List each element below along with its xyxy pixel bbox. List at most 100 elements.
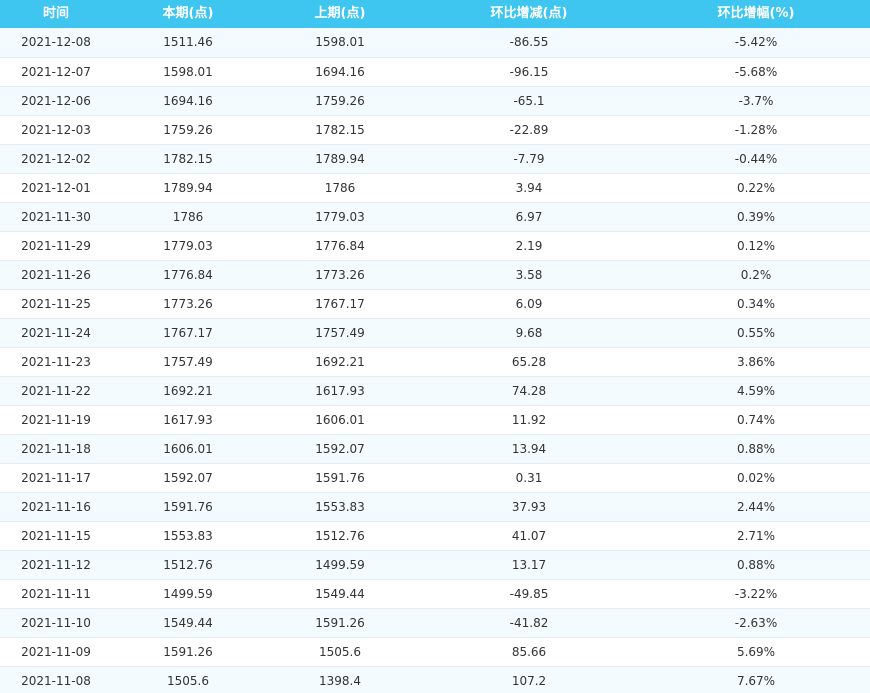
table-row: 2021-11-29 1779.03 1776.84 2.19 0.12% xyxy=(0,231,870,261)
cell-change-percent: -5.68% xyxy=(642,57,870,87)
cell-previous-period: 1591.26 xyxy=(264,608,416,638)
table-row: 2021-12-01 1789.94 1786 3.94 0.22% xyxy=(0,173,870,203)
cell-date: 2021-11-08 xyxy=(0,666,112,693)
cell-change-points: -49.85 xyxy=(416,579,642,609)
table-row: 2021-12-02 1782.15 1789.94 -7.79 -0.44% xyxy=(0,144,870,174)
cell-date: 2021-11-16 xyxy=(0,492,112,522)
header-date: 时间 xyxy=(42,6,69,21)
cell-change-percent: 0.39% xyxy=(642,202,870,232)
table-row: 2021-12-08 1511.46 1598.01 -86.55 -5.42% xyxy=(0,28,870,58)
header-row: 时间 本期(点) 上期(点) 环比增减(点) 环比增幅(%) xyxy=(0,0,870,28)
table-row: 2021-12-07 1598.01 1694.16 -96.15 -5.68% xyxy=(0,57,870,87)
cell-change-points: 41.07 xyxy=(416,521,642,551)
cell-previous-period: 1776.84 xyxy=(264,231,416,261)
cell-current-period: 1757.49 xyxy=(112,347,264,377)
table-row: 2021-11-23 1757.49 1692.21 65.28 3.86% xyxy=(0,347,870,377)
cell-change-percent: 0.22% xyxy=(642,173,870,203)
cell-change-percent: -3.7% xyxy=(642,86,870,116)
cell-previous-period: 1773.26 xyxy=(264,260,416,290)
cell-previous-period: 1598.01 xyxy=(264,28,416,58)
cell-date: 2021-12-08 xyxy=(0,28,112,58)
cell-change-percent: 0.12% xyxy=(642,231,870,261)
cell-change-percent: 0.02% xyxy=(642,463,870,493)
cell-date: 2021-11-11 xyxy=(0,579,112,609)
cell-date: 2021-12-03 xyxy=(0,115,112,145)
cell-change-points: 107.2 xyxy=(416,666,642,693)
cell-current-period: 1499.59 xyxy=(112,579,264,609)
table-row: 2021-11-30 1786 1779.03 6.97 0.39% xyxy=(0,202,870,232)
cell-current-period: 1512.76 xyxy=(112,550,264,580)
cell-date: 2021-12-06 xyxy=(0,86,112,116)
cell-current-period: 1759.26 xyxy=(112,115,264,145)
cell-previous-period: 1694.16 xyxy=(264,57,416,87)
cell-change-points: 85.66 xyxy=(416,637,642,667)
cell-date: 2021-11-17 xyxy=(0,463,112,493)
cell-current-period: 1553.83 xyxy=(112,521,264,551)
cell-previous-period: 1499.59 xyxy=(264,550,416,580)
cell-previous-period: 1789.94 xyxy=(264,144,416,174)
cell-current-period: 1592.07 xyxy=(112,463,264,493)
cell-change-points: -41.82 xyxy=(416,608,642,638)
table-row: 2021-11-08 1505.6 1398.4 107.2 7.67% xyxy=(0,666,870,693)
header-previous-period: 上期(点) xyxy=(314,6,366,21)
table-row: 2021-11-09 1591.26 1505.6 85.66 5.69% xyxy=(0,637,870,667)
cell-change-percent: 0.34% xyxy=(642,289,870,319)
cell-current-period: 1789.94 xyxy=(112,173,264,203)
cell-change-percent: -0.44% xyxy=(642,144,870,174)
cell-current-period: 1694.16 xyxy=(112,86,264,116)
table-row: 2021-11-17 1592.07 1591.76 0.31 0.02% xyxy=(0,463,870,493)
table-row: 2021-11-26 1776.84 1773.26 3.58 0.2% xyxy=(0,260,870,290)
cell-date: 2021-11-18 xyxy=(0,434,112,464)
cell-current-period: 1591.26 xyxy=(112,637,264,667)
cell-change-points: 3.58 xyxy=(416,260,642,290)
cell-date: 2021-12-07 xyxy=(0,57,112,87)
cell-change-points: 65.28 xyxy=(416,347,642,377)
table-row: 2021-11-10 1549.44 1591.26 -41.82 -2.63% xyxy=(0,608,870,638)
cell-date: 2021-11-23 xyxy=(0,347,112,377)
cell-change-percent: -2.63% xyxy=(642,608,870,638)
cell-previous-period: 1757.49 xyxy=(264,318,416,348)
cell-change-points: 37.93 xyxy=(416,492,642,522)
cell-change-points: -65.1 xyxy=(416,86,642,116)
table-row: 2021-11-24 1767.17 1757.49 9.68 0.55% xyxy=(0,318,870,348)
cell-date: 2021-11-29 xyxy=(0,231,112,261)
table-row: 2021-11-15 1553.83 1512.76 41.07 2.71% xyxy=(0,521,870,551)
header-change-points: 环比增减(点) xyxy=(490,6,568,21)
cell-previous-period: 1553.83 xyxy=(264,492,416,522)
cell-change-percent: 0.55% xyxy=(642,318,870,348)
cell-current-period: 1782.15 xyxy=(112,144,264,174)
cell-previous-period: 1398.4 xyxy=(264,666,416,693)
cell-current-period: 1505.6 xyxy=(112,666,264,693)
cell-date: 2021-11-19 xyxy=(0,405,112,435)
cell-change-points: 13.94 xyxy=(416,434,642,464)
cell-previous-period: 1606.01 xyxy=(264,405,416,435)
cell-current-period: 1692.21 xyxy=(112,376,264,406)
cell-date: 2021-11-30 xyxy=(0,202,112,232)
cell-current-period: 1511.46 xyxy=(112,28,264,58)
cell-current-period: 1549.44 xyxy=(112,608,264,638)
cell-current-period: 1786 xyxy=(112,202,264,232)
cell-change-percent: 5.69% xyxy=(642,637,870,667)
table-header: 时间 本期(点) 上期(点) 环比增减(点) 环比增幅(%) xyxy=(0,0,870,28)
cell-current-period: 1767.17 xyxy=(112,318,264,348)
cell-previous-period: 1617.93 xyxy=(264,376,416,406)
table-row: 2021-11-22 1692.21 1617.93 74.28 4.59% xyxy=(0,376,870,406)
table-row: 2021-12-06 1694.16 1759.26 -65.1 -3.7% xyxy=(0,86,870,116)
cell-change-points: 11.92 xyxy=(416,405,642,435)
cell-change-percent: 4.59% xyxy=(642,376,870,406)
cell-date: 2021-11-22 xyxy=(0,376,112,406)
cell-change-percent: 7.67% xyxy=(642,666,870,693)
table-row: 2021-11-11 1499.59 1549.44 -49.85 -3.22% xyxy=(0,579,870,609)
cell-current-period: 1617.93 xyxy=(112,405,264,435)
cell-previous-period: 1767.17 xyxy=(264,289,416,319)
cell-change-points: 6.97 xyxy=(416,202,642,232)
header-change-percent: 环比增幅(%) xyxy=(717,6,795,21)
table-row: 2021-11-12 1512.76 1499.59 13.17 0.88% xyxy=(0,550,870,580)
cell-previous-period: 1759.26 xyxy=(264,86,416,116)
cell-previous-period: 1592.07 xyxy=(264,434,416,464)
cell-change-percent: 0.74% xyxy=(642,405,870,435)
cell-change-percent: 0.2% xyxy=(642,260,870,290)
cell-change-percent: 3.86% xyxy=(642,347,870,377)
cell-change-points: -86.55 xyxy=(416,28,642,58)
